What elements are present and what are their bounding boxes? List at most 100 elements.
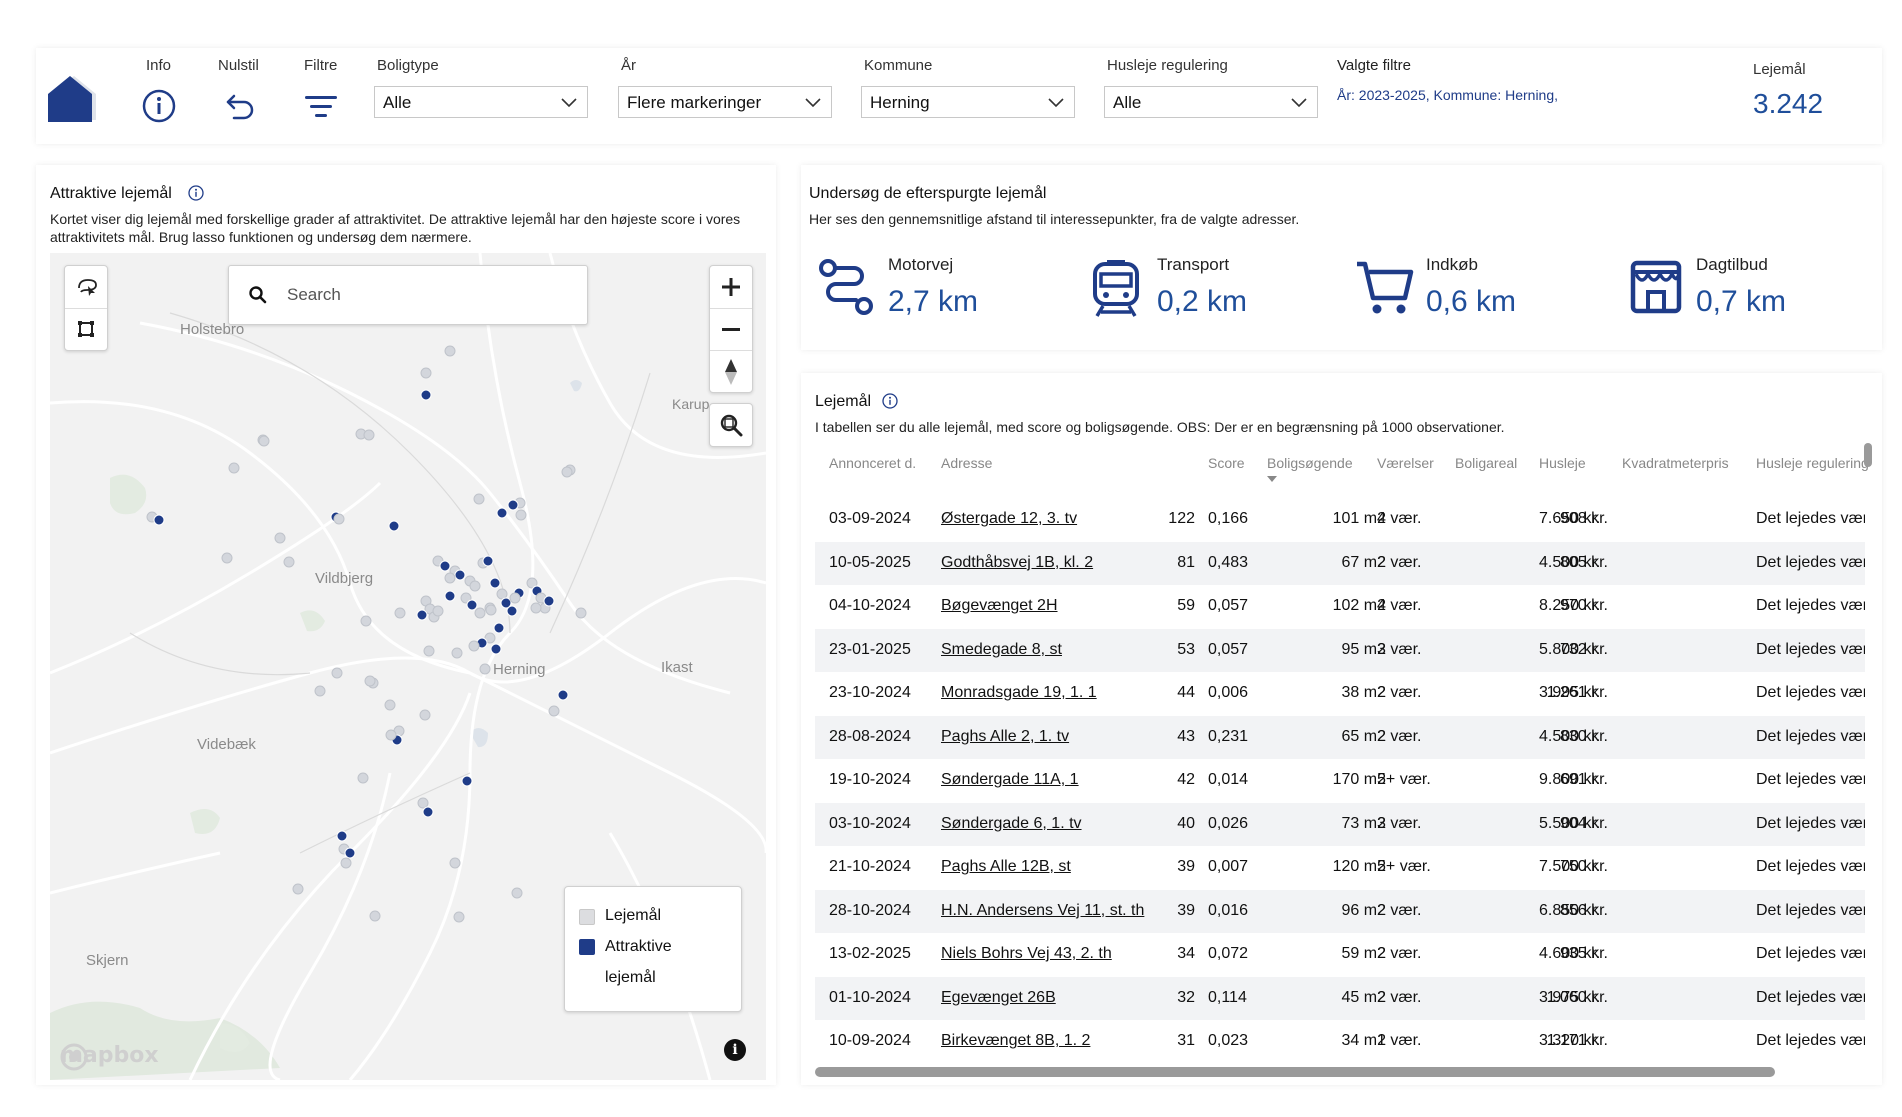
table-row[interactable]: 28-08-2024 Paghs Alle 2, 1. tv 0,231 43 2 væ… [815, 715, 1865, 759]
rental-point[interactable] [509, 592, 521, 604]
table-row[interactable]: 19-10-2024 Søndergade 11A, 1 0,014 42 5+ vær… [815, 759, 1865, 802]
table-row[interactable]: 03-09-2024 Østergade 12, 3. tv 0,166 122 4 v… [815, 498, 1865, 541]
rental-point[interactable] [479, 663, 491, 675]
table-row[interactable]: 10-09-2024 Birkevænget 8B, 1. 2 0,023 31 1 v… [815, 1020, 1865, 1063]
zoom-to-selection-button[interactable] [709, 403, 753, 447]
map-canvas[interactable] [50, 253, 766, 1080]
rental-point[interactable] [449, 857, 461, 869]
attractive-rental-point[interactable] [507, 499, 519, 511]
rental-point[interactable] [394, 607, 406, 619]
attractive-rental-point[interactable] [336, 830, 348, 842]
table-row[interactable]: 21-10-2024 Paghs Alle 12B, st 0,007 39 5+ væ… [815, 846, 1865, 889]
rental-point[interactable] [357, 772, 369, 784]
rental-point[interactable] [314, 685, 326, 697]
table-row[interactable]: 04-10-2024 Bøgevænget 2H 0,057 59 4 vær. 102 … [815, 585, 1865, 628]
address-link[interactable]: Birkevænget 8B, 1. 2 [941, 1032, 1091, 1049]
attractive-rental-point[interactable] [543, 595, 555, 607]
rental-point[interactable] [451, 647, 463, 659]
attractive-rental-point[interactable] [153, 514, 165, 526]
rental-point[interactable] [423, 645, 435, 657]
rental-point[interactable] [292, 883, 304, 895]
attribution-info-icon[interactable]: i [724, 1039, 746, 1061]
attractive-rental-point[interactable] [444, 590, 456, 602]
zoom-out-button[interactable] [710, 309, 752, 350]
address-link[interactable]: Monradsgade 19, 1. 1 [941, 684, 1097, 701]
address-link[interactable]: Østergade 12, 3. tv [941, 510, 1078, 527]
rental-point[interactable] [432, 605, 444, 617]
address-link[interactable]: Niels Bohrs Vej 43, 2. th [941, 945, 1112, 962]
rental-point[interactable] [384, 699, 396, 711]
column-header-date[interactable]: Annonceret d. [829, 455, 917, 471]
column-header-address[interactable]: Adresse [941, 455, 993, 471]
home-logo-icon[interactable] [46, 72, 110, 124]
address-link[interactable]: H.N. Andersens Vej 11, st. th [941, 901, 1145, 919]
rental-point[interactable] [515, 509, 527, 521]
column-header-seekers[interactable]: Boligsøgende [1267, 455, 1353, 471]
rental-point[interactable] [274, 532, 286, 544]
attractive-rental-point[interactable] [422, 806, 434, 818]
rental-point[interactable] [333, 513, 345, 525]
table-row[interactable]: 28-10-2024 H.N. Andersens Vej 11, st. th 0… [815, 889, 1865, 933]
column-header-rooms[interactable]: Værelser [1377, 455, 1434, 471]
horizontal-scrollbar[interactable] [815, 1067, 1775, 1077]
rental-point[interactable] [363, 429, 375, 441]
attractive-rental-point[interactable] [416, 609, 428, 621]
address-link[interactable]: Paghs Alle 12B, st [941, 858, 1071, 875]
rental-point[interactable] [511, 887, 523, 899]
aar-select[interactable]: Flere markeringer [618, 86, 832, 118]
attractive-rental-point[interactable] [490, 643, 502, 655]
kommune-select[interactable]: Herning [861, 86, 1075, 118]
rental-point[interactable] [468, 640, 480, 652]
rental-point[interactable] [221, 552, 233, 564]
compass-button[interactable] [710, 351, 752, 392]
attractive-rental-point[interactable] [489, 577, 501, 589]
rental-point[interactable] [485, 604, 497, 616]
address-link[interactable]: Smedegade 8, st [941, 640, 1062, 658]
map[interactable]: Holstebro Karup Vildbjerg Herning Ikast … [50, 253, 766, 1080]
rental-point[interactable] [419, 709, 431, 721]
boligtype-select[interactable]: Alle [374, 86, 588, 118]
rental-point[interactable] [469, 580, 481, 592]
column-header-score[interactable]: Score [1208, 455, 1245, 471]
attractive-rental-point[interactable] [344, 847, 356, 859]
attractive-rental-point[interactable] [506, 605, 518, 617]
rental-point[interactable] [575, 607, 587, 619]
rental-point[interactable] [444, 345, 456, 357]
info-icon[interactable] [142, 89, 176, 123]
attractive-rental-point[interactable] [439, 560, 451, 572]
rental-point[interactable] [364, 675, 376, 687]
rental-point[interactable] [496, 588, 508, 600]
column-header-rent[interactable]: Husleje [1539, 455, 1586, 471]
info-circle-icon[interactable] [882, 393, 898, 409]
column-header-regulation[interactable]: Husleje regulering [1756, 455, 1868, 471]
attractive-rental-point[interactable] [454, 569, 466, 581]
rental-point[interactable] [484, 632, 496, 644]
husleje-regulering-select[interactable]: Alle [1104, 86, 1318, 118]
column-header-sqm-price[interactable]: Kvadratmeterpris [1622, 455, 1729, 471]
polygon-select-icon[interactable] [77, 320, 95, 338]
attractive-rental-point[interactable] [466, 599, 478, 611]
address-link[interactable]: Godthåbsvej 1B, kl. 2 [941, 553, 1094, 571]
rental-point[interactable] [548, 705, 560, 717]
rental-point[interactable] [474, 607, 486, 619]
map-search-input[interactable]: Search [228, 265, 588, 325]
rental-point[interactable] [340, 857, 352, 869]
table-row[interactable]: 10-05-2025 Godthåbsvej 1B, kl. 2 0,483 81 2 … [815, 541, 1865, 585]
attractive-rental-point[interactable] [557, 689, 569, 701]
attractive-rental-point[interactable] [493, 622, 505, 634]
rental-point[interactable] [526, 577, 538, 589]
filter-icon[interactable] [305, 94, 337, 120]
attractive-rental-point[interactable] [482, 555, 494, 567]
info-circle-icon[interactable] [188, 185, 204, 201]
lasso-icon[interactable] [76, 278, 98, 296]
vertical-scrollbar[interactable] [1864, 443, 1872, 467]
table-row[interactable]: 03-10-2024 Søndergade 6, 1. tv 0,026 40 3 væ… [815, 802, 1865, 846]
attractive-rental-point[interactable] [461, 775, 473, 787]
rental-point[interactable] [453, 911, 465, 923]
attractive-rental-point[interactable] [496, 507, 508, 519]
column-header-area[interactable]: Boligareal [1455, 455, 1518, 471]
rental-point[interactable] [530, 602, 542, 614]
zoom-in-button[interactable] [710, 266, 752, 308]
attractive-rental-point[interactable] [388, 520, 400, 532]
address-link[interactable]: Søndergade 6, 1. tv [941, 814, 1082, 832]
